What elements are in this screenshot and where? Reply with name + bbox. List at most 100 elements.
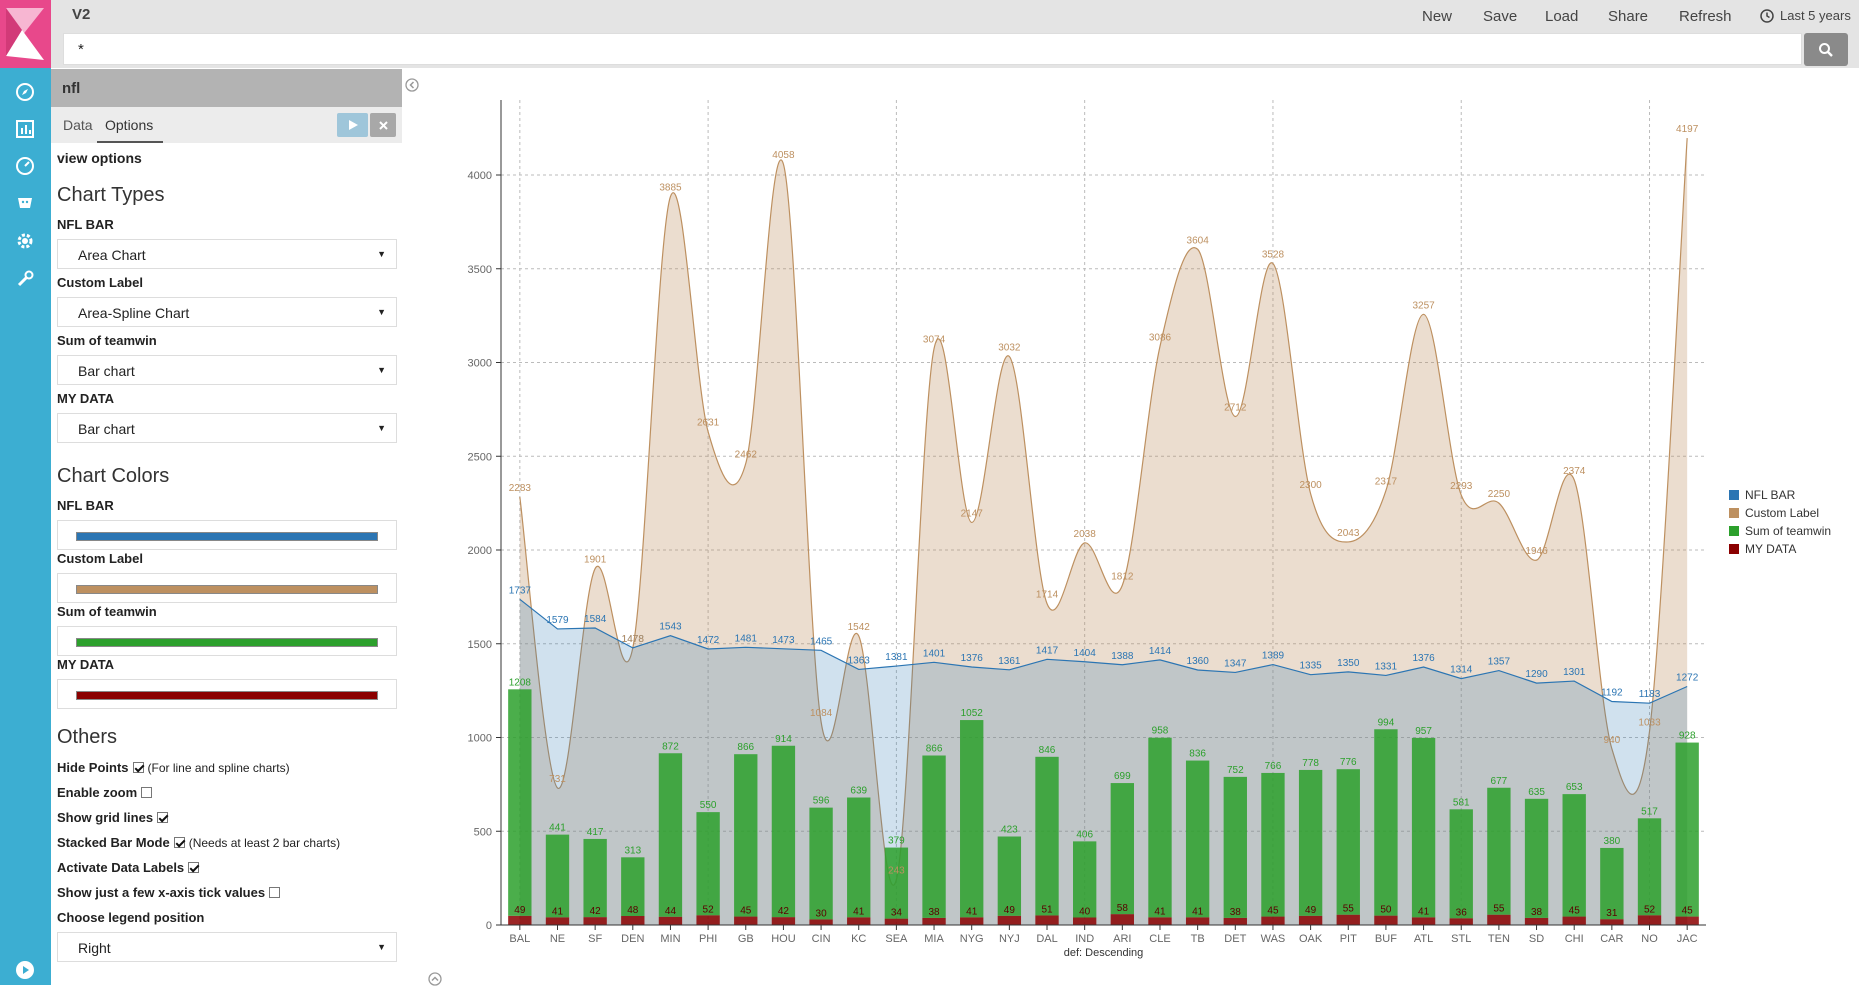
enable-zoom-checkbox[interactable] [141,787,153,798]
nfl-bar-data-label: 1417 [1036,645,1059,656]
color-picker-sum-of-teamwin[interactable] [57,626,397,656]
settings-gear-icon[interactable] [13,229,37,253]
kibana-logo[interactable] [0,0,51,68]
sum-of-teamwin-bar [1675,742,1699,917]
my-data-bar [1298,915,1323,925]
tab-data[interactable]: Data [63,117,93,133]
collapse-sidebar-icon[interactable] [405,78,419,92]
x-tick-label: MIA [924,933,944,945]
my-data-bar [1524,917,1549,925]
color-picker-custom-label[interactable] [57,573,397,603]
timelion-icon[interactable] [13,191,37,215]
custom-label-data-label: 2043 [1337,528,1360,539]
chart-type-select-nfl-bar[interactable]: Area Chart ▼ [57,239,397,269]
chart-colors-heading: Chart Colors [57,465,170,487]
x-tick-label: NYG [960,933,984,945]
custom-label-data-label: 2147 [961,508,984,519]
activate-data-labels-checkbox[interactable] [188,862,200,873]
close-icon [378,120,388,130]
tab-options[interactable]: Options [105,117,154,133]
legend-swatch [1729,544,1739,554]
sum-of-teamwin-data-label: 379 [888,836,905,847]
visualize-icon[interactable] [13,117,37,141]
legend-swatch [1729,490,1739,500]
selected-value: Area Chart [78,247,146,263]
active-tab-underline [97,141,163,143]
color-picker-my-data[interactable] [57,679,397,709]
apply-changes-button[interactable] [337,113,368,137]
my-data-data-label: 49 [1305,905,1317,916]
show-grid-lines-checkbox[interactable] [157,812,169,823]
sum-of-teamwin-bar [997,836,1022,916]
nfl-bar-data-label: 1363 [848,655,871,666]
sum-of-teamwin-bar [1336,769,1360,915]
my-data-data-label: 38 [1230,907,1242,918]
selected-value: Bar chart [78,363,135,379]
nfl-bar-data-label: 1388 [1111,651,1134,662]
query-input[interactable] [63,33,1802,65]
my-data-data-label: 58 [1117,903,1129,914]
collapse-nav-play-icon[interactable] [15,960,35,980]
x-tick-label: DAL [1036,933,1057,945]
sum-of-teamwin-bar [1223,776,1247,918]
my-data-bar [1449,918,1473,925]
nfl-bar-data-label: 1389 [1262,651,1285,662]
x-tick-label: DEN [621,933,644,945]
sum-of-teamwin-bar [1411,737,1436,918]
sum-of-teamwin-data-label: 639 [850,786,867,797]
new-button[interactable]: New [1422,8,1453,25]
legend-swatch [1729,508,1739,518]
chart-type-select-custom-label[interactable]: Area-Spline Chart ▼ [57,297,397,327]
save-button[interactable]: Save [1483,8,1518,25]
clock-icon [1760,8,1774,23]
dashboard-icon[interactable] [13,154,37,178]
refresh-button[interactable]: Refresh [1679,8,1732,25]
color-picker-nfl-bar[interactable] [57,520,397,550]
color-label-my-data: MY DATA [57,657,115,672]
my-data-bar [508,915,532,925]
x-tick-label: GB [738,933,754,945]
my-data-bar [1675,916,1699,925]
custom-label-data-label: 3604 [1187,235,1210,246]
my-data-data-label: 41 [1192,906,1204,917]
nfl-bar-data-label: 1543 [659,622,682,633]
custom-label-data-label: 3074 [923,335,946,346]
my-data-data-label: 41 [966,906,978,917]
few-x-ticks-checkbox[interactable] [269,887,281,898]
chart-type-select-my-data[interactable]: Bar chart ▼ [57,413,397,443]
load-button[interactable]: Load [1545,8,1579,25]
discard-changes-button[interactable] [370,113,396,137]
color-label-custom-label: Custom Label [57,551,143,566]
sum-of-teamwin-bar [771,745,796,918]
chart-type-label-custom-label: Custom Label [57,275,143,290]
stacked-bar-mode-checkbox[interactable] [173,837,185,848]
share-button[interactable]: Share [1608,8,1649,25]
data-labels: 1737 2283 1208 49 1579 731 441 41 1584 1901 417 42 1… [509,124,1699,919]
search-icon [1819,42,1833,57]
chart-type-select-sum-of-teamwin[interactable]: Bar chart ▼ [57,355,397,385]
legend-label: Sum of teamwin [1745,524,1831,538]
sum-of-teamwin-bar [1035,756,1059,916]
nfl-bar-data-label: 1192 [1601,688,1623,699]
sum-of-teamwin-data-label: 677 [1491,776,1508,787]
my-data-bar [847,917,871,925]
hide-points-checkbox[interactable] [132,762,144,773]
color-swatch [76,638,378,647]
nfl-bar-data-label: 1347 [1224,658,1247,669]
legend-position-select[interactable]: Right ▼ [57,932,397,962]
search-button[interactable] [1804,33,1848,66]
chart-types-heading: Chart Types [57,184,165,206]
dev-tools-wrench-icon[interactable] [13,267,37,291]
my-data-bar [1185,917,1210,925]
time-picker[interactable]: Last 5 years [1760,8,1851,23]
nfl-bar-data-label: 1473 [772,635,795,646]
option-few-x-ticks: Show just a few x-axis tick values [57,885,281,900]
y-tick-label: 4000 [468,170,492,182]
sum-of-teamwin-bar [847,797,871,918]
custom-label-data-label: 3257 [1412,300,1435,311]
sum-of-teamwin-bar [1600,847,1624,920]
option-hint: (Needs at least 2 bar charts) [188,835,341,850]
caret-down-icon: ▼ [377,365,386,375]
discover-icon[interactable] [13,80,37,104]
option-label: Show grid lines [57,810,154,825]
